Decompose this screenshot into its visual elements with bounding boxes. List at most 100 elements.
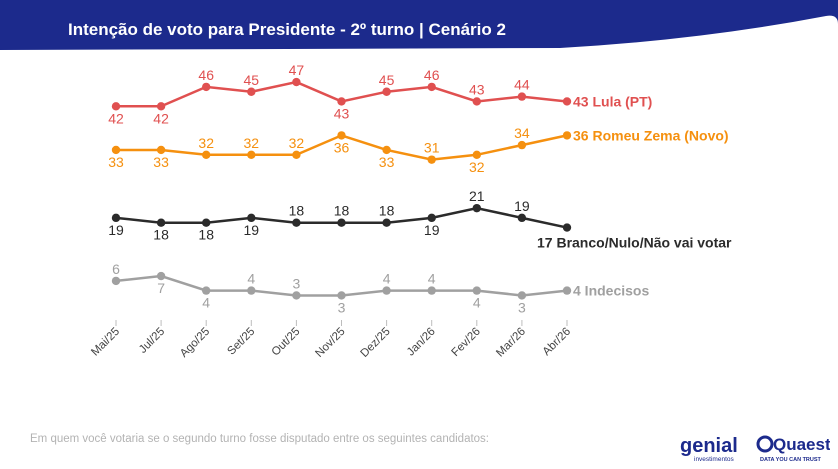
- data-label: 3: [338, 299, 346, 315]
- footnote: Em quem você votaria se o segundo turno …: [30, 433, 490, 445]
- data-point: [292, 150, 301, 159]
- data-point: [292, 218, 301, 227]
- data-label: 3: [518, 299, 526, 315]
- data-point: [562, 286, 572, 295]
- data-point: [382, 145, 391, 155]
- series-end-label: 36 Romeu Zema (Novo): [573, 127, 729, 143]
- data-label: 4: [473, 295, 481, 311]
- data-label: 31: [424, 140, 440, 156]
- data-label: 18: [334, 203, 350, 219]
- data-label: 44: [514, 77, 530, 93]
- header-shape: [0, 0, 838, 50]
- x-tick-label: Abr/26: [541, 326, 573, 358]
- data-label: 36: [334, 139, 350, 155]
- data-label: 18: [198, 227, 214, 243]
- data-point: [247, 150, 256, 159]
- x-tick-label: Nov/25: [313, 326, 347, 360]
- line-chart: Mai/25 Jul/25 Ago/25 Set/25 Out/25 Nov/25 Dez/…: [89, 62, 732, 360]
- data-label: 45: [244, 72, 260, 88]
- data-point: [472, 286, 481, 295]
- series-end-label: 17 Branco/Nulo/Não vai votar: [537, 235, 732, 251]
- data-point: [517, 213, 527, 223]
- data-point: [156, 102, 166, 111]
- data-label: 4: [202, 295, 210, 311]
- series-end-label: 43 Lula (PT): [573, 93, 652, 109]
- data-label: 3: [293, 275, 301, 291]
- data-point: [382, 286, 391, 295]
- data-point: [247, 286, 256, 295]
- data-point: [472, 203, 481, 213]
- data-label: 32: [289, 135, 305, 151]
- data-label: 32: [198, 135, 214, 151]
- page-title: Intenção de voto para Presidente - 2º tu…: [68, 20, 506, 39]
- data-point: [202, 286, 211, 295]
- data-label: 6: [112, 261, 120, 277]
- data-label: 19: [244, 222, 260, 238]
- x-tick-label: Mai/25: [89, 326, 122, 359]
- data-label: 45: [379, 72, 395, 88]
- data-point: [202, 82, 211, 92]
- data-point: [562, 97, 572, 106]
- x-tick-label: Jul/25: [137, 326, 167, 356]
- data-label: 18: [289, 203, 305, 219]
- data-label: 4: [247, 271, 255, 287]
- data-label: 43: [334, 105, 350, 121]
- series-end-label: 4 Indecisos: [573, 283, 649, 299]
- data-point: [562, 223, 572, 232]
- data-label: 4: [383, 271, 391, 287]
- data-point: [247, 87, 256, 96]
- genial-logo-sub: investimentos: [694, 456, 734, 463]
- data-point: [247, 213, 256, 223]
- header-background: [0, 0, 838, 50]
- data-point: [517, 92, 527, 101]
- data-label: 34: [514, 125, 530, 141]
- x-tick-label: Dez/25: [358, 326, 392, 360]
- data-label: 19: [108, 222, 124, 238]
- data-point: [517, 291, 527, 300]
- data-point: [111, 102, 121, 111]
- quaest-q-icon: [756, 435, 774, 453]
- data-point: [111, 213, 121, 223]
- data-label: 18: [379, 203, 395, 219]
- x-tick-label: Set/25: [225, 326, 257, 358]
- data-label: 33: [153, 154, 169, 170]
- data-point: [472, 97, 481, 106]
- data-point: [382, 87, 391, 96]
- data-label: 42: [108, 110, 124, 126]
- data-label: 46: [198, 67, 214, 83]
- data-label: 43: [469, 81, 485, 97]
- data-point: [427, 286, 436, 295]
- data-point: [292, 291, 301, 300]
- data-label: 42: [153, 110, 169, 126]
- data-point: [337, 218, 346, 227]
- quaest-logo-sub: DATA YOU CAN TRUST: [760, 457, 822, 463]
- data-point: [337, 291, 346, 300]
- data-point: [337, 97, 346, 106]
- data-label: 33: [108, 154, 124, 170]
- logos: genial investimentos Quaest DATA YOU CAN…: [680, 435, 830, 463]
- genial-logo: genial: [680, 435, 738, 457]
- x-tick-label: Mar/26: [494, 326, 528, 360]
- data-point: [337, 131, 346, 140]
- data-label: 19: [424, 222, 440, 238]
- data-point: [202, 218, 211, 227]
- data-point: [111, 145, 121, 155]
- data-point: [562, 131, 572, 140]
- data-point: [427, 213, 436, 223]
- data-point: [156, 145, 166, 155]
- x-tick-label: Fev/26: [450, 326, 483, 359]
- data-point: [427, 155, 436, 164]
- header-bar: Intenção de voto para Presidente - 2º tu…: [0, 0, 838, 62]
- data-point: [202, 150, 211, 159]
- quaest-logo: Quaest: [773, 435, 830, 454]
- x-tick-label: Ago/25: [178, 326, 212, 360]
- data-label: 21: [469, 188, 485, 204]
- data-label: 19: [514, 198, 530, 214]
- x-tick-label: Out/25: [270, 326, 303, 359]
- data-label: 47: [289, 62, 305, 78]
- data-point: [427, 82, 436, 92]
- data-label: 32: [244, 135, 260, 151]
- x-tick-label: Jan/26: [405, 326, 438, 359]
- data-label: 32: [469, 159, 485, 175]
- data-point: [517, 140, 527, 150]
